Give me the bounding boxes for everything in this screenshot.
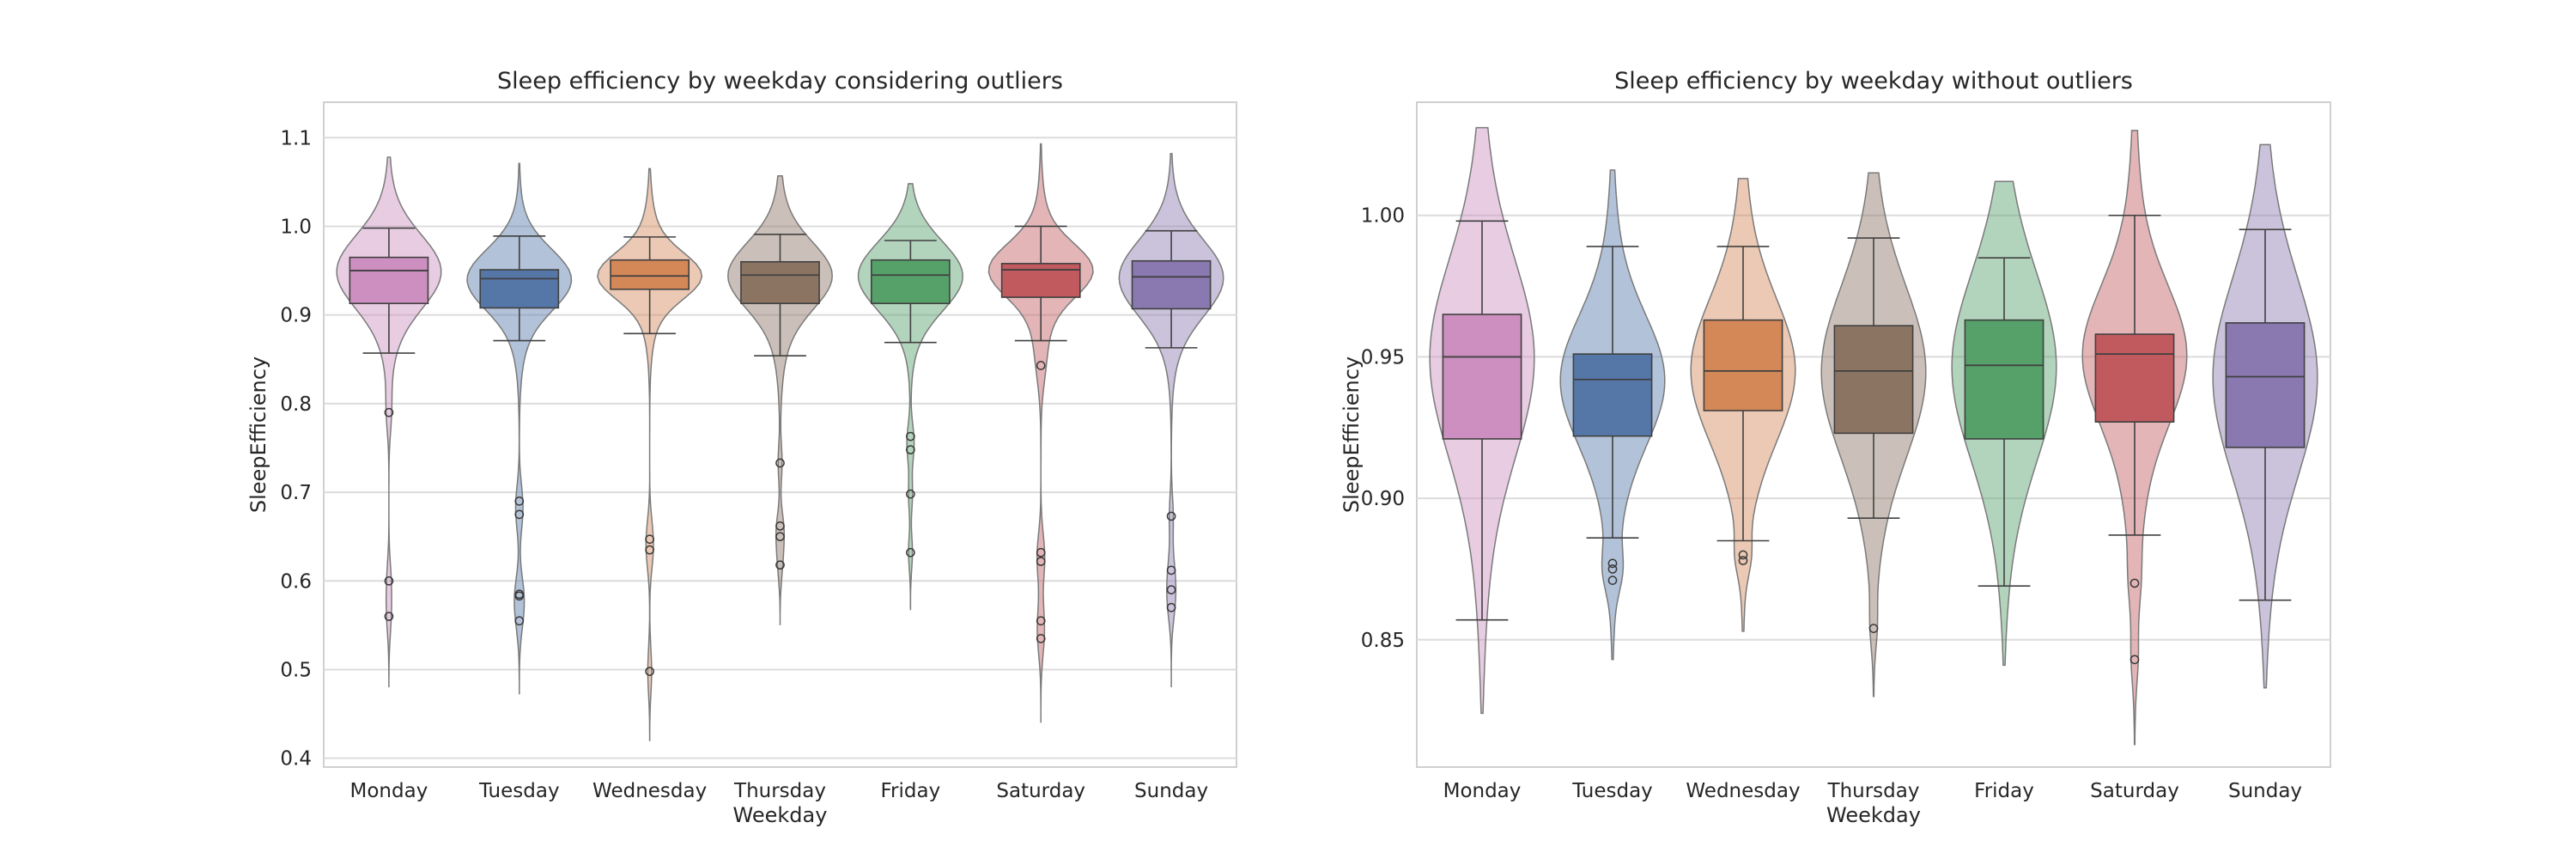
box-monday bbox=[349, 256, 429, 305]
x-tick-label: Wednesday bbox=[592, 780, 707, 802]
y-tick-label: 0.6 bbox=[280, 570, 312, 593]
y-tick-label: 1.00 bbox=[1361, 205, 1405, 228]
box-wednesday bbox=[1703, 319, 1783, 411]
outlier-point bbox=[1036, 557, 1046, 566]
outlier-point bbox=[1036, 547, 1046, 557]
x-axis-label: Weekday bbox=[1826, 803, 1921, 827]
outlier-point bbox=[1036, 616, 1046, 626]
outlier-point bbox=[1166, 565, 1176, 576]
y-tick-label: 0.90 bbox=[1361, 488, 1405, 510]
box-tuesday bbox=[479, 269, 560, 309]
x-tick-label: Saturday bbox=[2090, 780, 2179, 802]
x-tick-label: Saturday bbox=[996, 780, 1085, 802]
x-tick-label: Friday bbox=[880, 780, 940, 802]
outlier-point bbox=[1607, 564, 1618, 574]
box-thursday bbox=[1833, 325, 1914, 435]
y-tick-labels: 0.85 0.90 0.95 1.00 bbox=[1361, 205, 1405, 652]
x-tick-label: Wednesday bbox=[1686, 780, 1800, 802]
outlier-point bbox=[2129, 655, 2140, 665]
outlier-points bbox=[1607, 550, 2140, 665]
x-tick-label: Thursday bbox=[1827, 780, 1920, 802]
y-tick-label: 0.7 bbox=[280, 482, 312, 504]
box-friday bbox=[870, 259, 951, 305]
outlier-point bbox=[775, 521, 785, 531]
outlier-point bbox=[514, 509, 525, 520]
y-axis-label: SleepEfficiency bbox=[1340, 356, 1364, 513]
outlier-point bbox=[1036, 634, 1046, 643]
outlier-point bbox=[1036, 361, 1046, 370]
outlier-point bbox=[1166, 511, 1176, 521]
outlier-point bbox=[1738, 550, 1748, 560]
y-tick-label: 1.0 bbox=[280, 216, 312, 238]
chart-title: Sleep efficiency by weekday considering … bbox=[497, 68, 1063, 94]
x-tick-label: Tuesday bbox=[478, 780, 560, 802]
x-axis-label: Weekday bbox=[733, 803, 828, 827]
plot-area bbox=[323, 101, 1237, 768]
y-tick-label: 0.8 bbox=[280, 393, 312, 416]
outlier-point bbox=[645, 667, 654, 676]
boxes bbox=[349, 225, 1212, 356]
outlier-point bbox=[514, 497, 525, 506]
x-tick-label: Tuesday bbox=[1571, 780, 1653, 802]
outlier-point bbox=[1607, 558, 1618, 569]
box-saturday bbox=[1000, 263, 1081, 298]
y-tick-label: 0.4 bbox=[280, 748, 312, 771]
outlier-point bbox=[1868, 624, 1879, 633]
outlier-point bbox=[775, 532, 785, 542]
x-tick-label: Sunday bbox=[2228, 780, 2302, 802]
outlier-point bbox=[775, 458, 785, 468]
outlier-point bbox=[906, 547, 915, 557]
boxes bbox=[1442, 214, 2306, 621]
outlier-point bbox=[384, 576, 394, 586]
outlier-point bbox=[906, 431, 915, 442]
x-tick-label: Thursday bbox=[733, 780, 826, 802]
x-tick-label: Friday bbox=[1974, 780, 2034, 802]
y-axis-label: SleepEfficiency bbox=[246, 356, 270, 513]
x-tick-label: Sunday bbox=[1134, 780, 1208, 802]
outlier-point bbox=[1607, 576, 1618, 585]
outlier-point bbox=[906, 445, 915, 454]
y-tick-label: 1.1 bbox=[280, 127, 312, 149]
outlier-point bbox=[775, 560, 785, 570]
x-tick-labels: Monday Tuesday Wednesday Thursday Friday Satu… bbox=[1443, 780, 2302, 802]
y-tick-label: 0.5 bbox=[280, 659, 312, 681]
x-tick-labels: Monday Tuesday Wednesday Thursday Friday Satu… bbox=[350, 780, 1209, 802]
chart-title: Sleep efficiency by weekday without outl… bbox=[1614, 68, 2133, 94]
box-tuesday bbox=[1572, 353, 1653, 437]
outlier-point bbox=[514, 591, 525, 601]
y-tick-label: 0.9 bbox=[280, 305, 312, 327]
y-tick-labels: 0.4 0.5 0.6 0.7 0.8 0.9 1.0 1.1 bbox=[280, 127, 312, 770]
y-tick-label: 0.85 bbox=[1361, 630, 1405, 652]
box-monday bbox=[1442, 314, 1522, 440]
box-wednesday bbox=[610, 259, 690, 290]
outlier-point bbox=[906, 489, 915, 499]
outlier-points bbox=[384, 361, 1176, 676]
box-thursday bbox=[740, 260, 820, 305]
outlier-point bbox=[514, 616, 525, 626]
box-sunday bbox=[1131, 259, 1212, 310]
outlier-point bbox=[1738, 556, 1748, 565]
outlier-point bbox=[645, 534, 654, 545]
outlier-point bbox=[1166, 602, 1176, 612]
x-tick-label: Monday bbox=[1443, 780, 1522, 802]
box-sunday bbox=[2225, 322, 2306, 448]
chart-panel-considering-outliers: 0.4 0.5 0.6 0.7 0.8 0.9 1.0 1.1 Monday Tuesday We… bbox=[246, 68, 1237, 827]
box-friday bbox=[1964, 319, 2044, 440]
x-tick-label: Monday bbox=[350, 780, 428, 802]
outlier-point bbox=[1166, 585, 1176, 594]
outlier-point bbox=[645, 545, 654, 555]
chart-panel-without-outliers: 0.85 0.90 0.95 1.00 Monday Tuesday Wednesday T… bbox=[1340, 68, 2331, 827]
y-tick-label: 0.95 bbox=[1361, 346, 1405, 369]
outlier-point bbox=[384, 612, 394, 621]
outlier-point bbox=[384, 407, 394, 417]
box-saturday bbox=[2094, 333, 2175, 423]
outlier-point bbox=[2129, 578, 2140, 588]
